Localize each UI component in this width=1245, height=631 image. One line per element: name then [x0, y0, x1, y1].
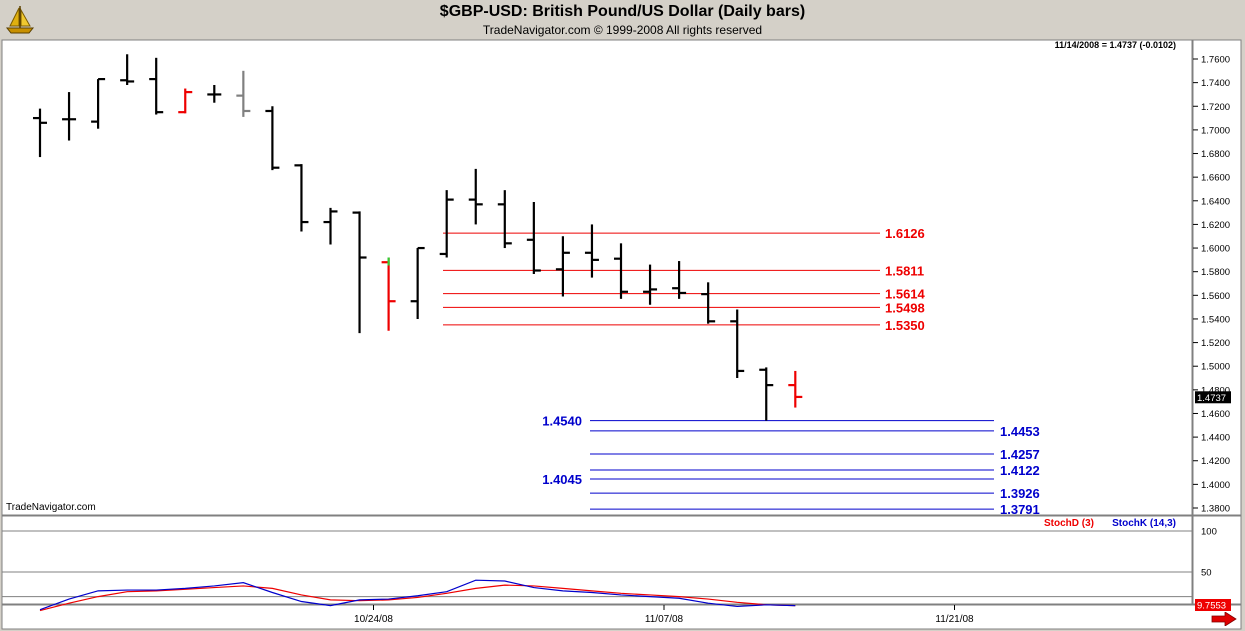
- y-tick-label: 1.5000: [1201, 362, 1230, 373]
- ohlc-bar: [672, 261, 687, 299]
- chart-title: $GBP-USD: British Pound/US Dollar (Daily…: [439, 3, 806, 20]
- ohlc-bar: [62, 92, 77, 141]
- ohlc-bar: [701, 282, 716, 324]
- ohlc-bar: [265, 106, 280, 171]
- ohlc-bar: [352, 211, 367, 334]
- ohlc-bar: [410, 246, 425, 319]
- indicator-tick-label: 50: [1201, 568, 1212, 579]
- y-tick-label: 1.6000: [1201, 244, 1230, 255]
- y-tick-label: 1.3800: [1201, 504, 1230, 515]
- ohlc-bar: [759, 367, 774, 421]
- y-tick-label: 1.6800: [1201, 149, 1230, 160]
- ohlc-bar: [788, 370, 803, 408]
- y-tick-label: 1.6200: [1201, 220, 1230, 231]
- watermark-text: TradeNavigator.com: [6, 502, 96, 513]
- ohlc-bar: [323, 207, 338, 245]
- legend-stochd: StochD (3): [1044, 518, 1094, 529]
- y-tick-label: 1.7400: [1201, 78, 1230, 89]
- extension-label: 1.4045: [542, 472, 582, 487]
- ohlc-bar: [526, 201, 541, 275]
- price-pane: [1, 39, 1193, 516]
- y-tick-label: 1.7000: [1201, 125, 1230, 136]
- ohlc-bar: [643, 264, 658, 305]
- extension-label: 1.3926: [1000, 486, 1040, 501]
- stoch-line: [39, 584, 796, 612]
- retracement-label: 1.5811: [885, 263, 924, 278]
- extension-label: 1.3791: [1000, 502, 1040, 517]
- indicator-axis: [1192, 515, 1242, 605]
- ohlc-bar: [33, 108, 47, 158]
- y-tick-label: 1.4400: [1201, 433, 1230, 444]
- ohlc-bar: [614, 243, 628, 299]
- ohlc-bar: [584, 224, 599, 278]
- ohlc-bar: [294, 164, 309, 232]
- ohlc-bar: [178, 88, 193, 114]
- ohlc-bar: [497, 190, 512, 249]
- date-axis: [1, 604, 1242, 630]
- y-tick-label: 1.6400: [1201, 196, 1230, 207]
- retracement-label: 1.6126: [885, 226, 925, 241]
- ohlc-bar: [555, 236, 570, 297]
- ohlc-bar: [91, 77, 106, 129]
- indicator-last-label: 9.7553: [1197, 601, 1226, 612]
- ohlc-bar: [730, 309, 745, 379]
- y-tick-label: 1.5200: [1201, 338, 1230, 349]
- arrow-right-icon[interactable]: [1211, 612, 1237, 626]
- retracement-label: 1.5614: [885, 287, 926, 302]
- x-tick-label: 11/07/08: [645, 614, 684, 625]
- legend-stochk: StochK (14,3): [1112, 518, 1176, 529]
- stoch-line: [39, 579, 796, 611]
- x-tick-label: 10/24/08: [354, 614, 393, 625]
- price-axis: [1192, 39, 1242, 516]
- extension-label: 1.4122: [1000, 463, 1040, 478]
- y-tick-label: 1.4800: [1201, 385, 1230, 396]
- ohlc-bar: [381, 257, 396, 331]
- retracement-label: 1.5350: [885, 318, 925, 333]
- sailboat-logo-icon: [5, 6, 35, 34]
- last-price-label: 1.4737: [1197, 393, 1226, 404]
- extension-label: 1.4540: [542, 414, 582, 429]
- y-tick-label: 1.4000: [1201, 480, 1230, 491]
- extension-label: 1.4257: [1000, 447, 1040, 462]
- indicator-tick-label: 100: [1201, 527, 1217, 538]
- quote-readout: 11/14/2008 = 1.4737 (-0.0102): [1055, 40, 1176, 50]
- y-tick-label: 1.7600: [1201, 55, 1230, 66]
- y-tick-label: 1.4200: [1201, 456, 1230, 467]
- ohlc-bar: [439, 190, 454, 258]
- copyright-text: TradeNavigator.com © 1999-2008 All right…: [482, 23, 763, 37]
- price-chart[interactable]: 11/14/2008 = 1.4737 (-0.0102) TradeNavig…: [0, 38, 1245, 631]
- retracement-label: 1.5498: [885, 300, 925, 315]
- ohlc-bar: [149, 57, 164, 115]
- indicator-last-badge: [1195, 599, 1231, 612]
- last-price-badge: [1195, 391, 1231, 404]
- y-tick-label: 1.6600: [1201, 173, 1230, 184]
- ohlc-bar: [236, 70, 251, 117]
- extension-label: 1.4453: [1000, 424, 1040, 439]
- y-tick-label: 1.5400: [1201, 314, 1230, 325]
- y-tick-label: 1.5800: [1201, 267, 1230, 278]
- x-tick-label: 11/21/08: [935, 614, 974, 625]
- ohlc-bar: [468, 168, 483, 225]
- y-tick-label: 1.7200: [1201, 102, 1230, 113]
- ohlc-bar: [207, 84, 222, 103]
- y-tick-label: 1.4600: [1201, 409, 1230, 420]
- ohlc-bar: [120, 54, 135, 85]
- y-tick-label: 1.5600: [1201, 291, 1230, 302]
